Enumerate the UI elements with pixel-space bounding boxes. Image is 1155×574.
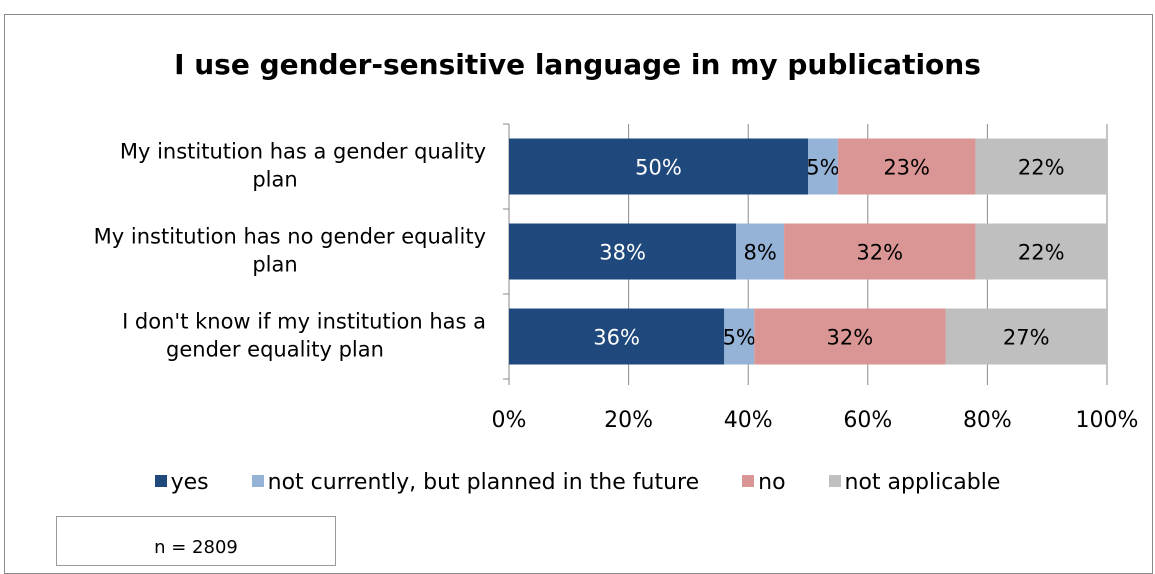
bar-2-1: [724, 308, 755, 365]
bar-1-1: [736, 223, 785, 280]
value-label-2-3: 27%: [1003, 326, 1050, 350]
x-tick-label-5: 100%: [1076, 408, 1139, 433]
value-label-2-2: 32%: [827, 326, 874, 350]
chart-plot: 0% 20% 40% 60% 80% 100% 50% 5% 23% 22% My institut…: [94, 123, 1139, 433]
category-label-1-line-1: plan: [252, 253, 297, 277]
value-label-0-1: 5%: [806, 156, 839, 180]
value-label-0-0: 50%: [635, 156, 682, 180]
category-label-0-line-1: plan: [252, 168, 297, 192]
legend-swatch-not-applicable: [828, 475, 841, 487]
bar-2-3: [945, 308, 1107, 365]
sample-size-label: n = 2809: [154, 537, 238, 558]
value-label-0-3: 22%: [1018, 156, 1065, 180]
x-tick-label-2: 40%: [724, 408, 773, 433]
legend-label-planned: not currently, but planned in the future: [267, 470, 700, 495]
sample-size-box: n = 2809: [56, 516, 336, 566]
legend-item-not-applicable: not applicable: [828, 470, 1001, 495]
legend-item-planned: not currently, but planned in the future: [251, 470, 700, 495]
value-label-1-1: 8%: [743, 241, 776, 265]
bar-2-0: [509, 308, 725, 365]
category-label-2-line-0: I don't know if my institution has a: [122, 310, 486, 334]
legend-label-yes: yes: [170, 470, 209, 495]
value-label-2-1: 5%: [723, 326, 756, 350]
category-label-2-line-1: gender equality plan: [166, 338, 384, 362]
bar-0-2: [837, 138, 976, 195]
value-label-1-3: 22%: [1018, 241, 1065, 265]
bar-0-0: [509, 138, 808, 195]
legend-label-not-applicable: not applicable: [844, 470, 1001, 495]
bar-0-1: [808, 138, 838, 195]
legend-swatch-yes: [154, 475, 167, 487]
x-tick-label-4: 80%: [963, 408, 1012, 433]
legend-swatch-planned: [251, 475, 264, 487]
chart-frame: [4, 14, 1153, 574]
x-tick-label-1: 20%: [604, 408, 653, 433]
legend-label-no: no: [758, 470, 786, 495]
value-label-1-0: 38%: [599, 241, 646, 265]
bar-2-2: [754, 308, 946, 365]
bar-0-3: [975, 138, 1107, 195]
legend-swatch-no: [742, 475, 755, 487]
legend-item-no: no: [742, 470, 786, 495]
x-tick-label-3: 60%: [843, 408, 892, 433]
category-label-1-line-0: My institution has no gender equality: [94, 225, 486, 249]
category-label-0-line-0: My institution has a gender quality: [120, 140, 486, 164]
x-tick-label-0: 0%: [492, 408, 527, 433]
value-label-0-2: 23%: [883, 156, 930, 180]
value-label-2-0: 36%: [593, 326, 640, 350]
value-label-1-2: 32%: [856, 241, 903, 265]
bar-1-0: [509, 223, 737, 280]
bar-1-3: [975, 223, 1107, 280]
chart-legend: yes not currently, but planned in the fu…: [0, 470, 1155, 495]
chart-title: I use gender-sensitive language in my pu…: [174, 48, 981, 81]
legend-item-yes: yes: [154, 470, 209, 495]
bar-1-2: [784, 223, 976, 280]
